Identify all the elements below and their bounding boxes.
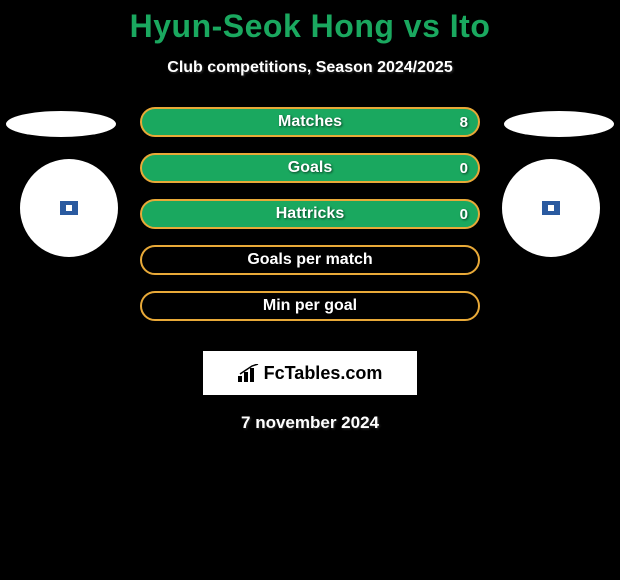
badge-icon [60, 201, 78, 215]
stat-value: 0 [460, 160, 468, 177]
stat-bar-matches: Matches 8 [140, 107, 480, 137]
stat-bar-hattricks: Hattricks 0 [140, 199, 480, 229]
stat-bar-goals: Goals 0 [140, 153, 480, 183]
chart-icon [238, 364, 260, 382]
stat-label: Min per goal [263, 297, 357, 315]
stat-label: Matches [278, 113, 342, 131]
logo: FcTables.com [238, 363, 383, 384]
subtitle: Club competitions, Season 2024/2025 [0, 59, 620, 77]
stat-value: 8 [460, 114, 468, 131]
stat-bar-min-per-goal: Min per goal [140, 291, 480, 321]
stat-bar-goals-per-match: Goals per match [140, 245, 480, 275]
logo-box: FcTables.com [203, 351, 417, 395]
page-title: Hyun-Seok Hong vs Ito [0, 0, 620, 45]
badge-icon [542, 201, 560, 215]
stat-label: Hattricks [276, 205, 344, 223]
player-left-avatar [20, 159, 118, 257]
stat-value: 0 [460, 206, 468, 223]
logo-text: FcTables.com [264, 363, 383, 384]
player-right-ellipse [504, 111, 614, 137]
stat-bars: Matches 8 Goals 0 Hattricks 0 Goals per … [140, 107, 480, 337]
stat-label: Goals [288, 159, 332, 177]
player-left-ellipse [6, 111, 116, 137]
date-label: 7 november 2024 [0, 413, 620, 433]
player-right-avatar [502, 159, 600, 257]
stat-label: Goals per match [247, 251, 372, 269]
stats-area: Matches 8 Goals 0 Hattricks 0 Goals per … [0, 107, 620, 347]
